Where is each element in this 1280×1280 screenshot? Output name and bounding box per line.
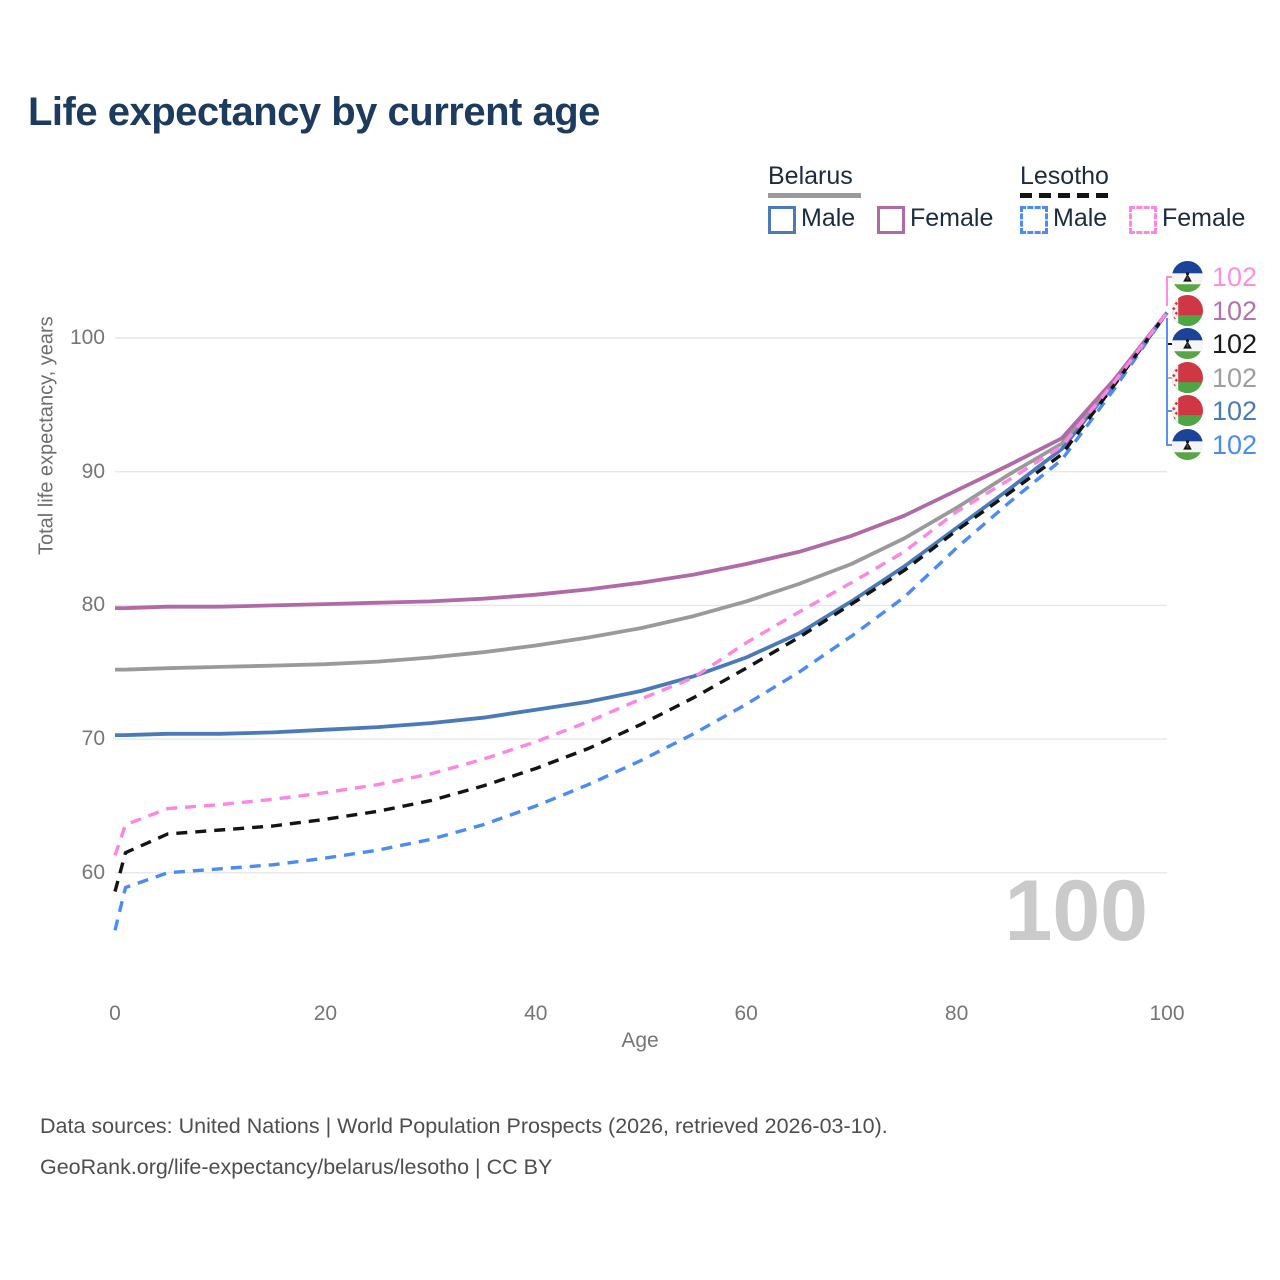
end-label-belarus[interactable]: 102 — [1172, 362, 1257, 393]
end-label-value: 102 — [1212, 395, 1258, 426]
series-line-belarus-male[interactable] — [115, 311, 1169, 737]
y-tick-label-90: 90 — [81, 459, 105, 483]
end-label-belarus-male[interactable]: 102 — [1172, 395, 1257, 426]
belarus-flag-icon — [1172, 362, 1203, 393]
x-tick-label-80: 80 — [944, 1002, 969, 1025]
belarus-flag-icon — [1172, 395, 1203, 426]
belarus-flag-icon — [1172, 295, 1203, 326]
end-label-value: 102 — [1212, 429, 1258, 460]
end-label-value: 102 — [1212, 261, 1258, 292]
x-tick-label-60: 60 — [734, 1002, 758, 1025]
legend-group-belarus[interactable]: Belarus — [768, 162, 853, 190]
series-line-lesotho-male[interactable] — [113, 311, 1169, 931]
legend-group-lesotho[interactable]: Lesotho — [1020, 162, 1109, 190]
footer: Data sources: United Nations | World Pop… — [40, 1106, 888, 1188]
legend-label-belarus-female[interactable]: Female — [910, 204, 994, 232]
series-line-belarus-female[interactable] — [115, 311, 1169, 610]
x-tick-label-40: 40 — [524, 1002, 548, 1025]
end-label-lesotho-male[interactable]: 102 — [1172, 429, 1257, 460]
end-label-belarus-female[interactable]: 102 — [1172, 295, 1257, 326]
legend-group-underline-belarus — [768, 193, 861, 198]
legend-label-lesotho-male[interactable]: Male — [1053, 204, 1108, 232]
y-tick-label-80: 80 — [81, 593, 105, 617]
footer-attribution-line: GeoRank.org/life-expectancy/belarus/leso… — [40, 1155, 553, 1179]
end-label-lesotho[interactable]: 102 — [1172, 328, 1257, 359]
legend-label-lesotho-female[interactable]: Female — [1162, 204, 1246, 232]
lesotho-flag-icon — [1172, 261, 1203, 292]
footer-sources-line: Data sources: United Nations | World Pop… — [40, 1114, 888, 1138]
x-tick-label-100: 100 — [1149, 1002, 1185, 1025]
lesotho-flag-icon — [1172, 328, 1203, 359]
y-tick-label-60: 60 — [81, 860, 105, 884]
page-title: Life expectancy by current age — [28, 90, 600, 134]
end-label-value: 102 — [1212, 362, 1258, 393]
lesotho-flag-icon — [1172, 429, 1203, 460]
end-label-value: 102 — [1212, 295, 1258, 326]
series-line-belarus[interactable] — [115, 311, 1169, 672]
end-label-lesotho-female[interactable]: 102 — [1172, 261, 1257, 292]
x-axis-title: Age — [621, 1029, 659, 1052]
x-tick-label-0: 0 — [109, 1002, 121, 1025]
legend-swatch-belarus-male[interactable] — [768, 206, 796, 234]
legend-group-underline-lesotho — [1020, 193, 1113, 198]
y-tick-label-70: 70 — [81, 727, 105, 751]
series-line-lesotho-female[interactable] — [113, 311, 1169, 856]
end-label-value: 102 — [1212, 328, 1258, 359]
series-line-lesotho[interactable] — [113, 311, 1169, 892]
legend-swatch-lesotho-male[interactable] — [1020, 206, 1048, 234]
legend-label-belarus-male[interactable]: Male — [801, 204, 856, 232]
legend-swatch-belarus-female[interactable] — [877, 206, 905, 234]
legend-swatch-lesotho-female[interactable] — [1129, 206, 1157, 234]
hover-age-watermark: 100 — [1004, 863, 1149, 959]
y-tick-label-100: 100 — [69, 326, 105, 349]
x-tick-label-20: 20 — [313, 1002, 338, 1025]
